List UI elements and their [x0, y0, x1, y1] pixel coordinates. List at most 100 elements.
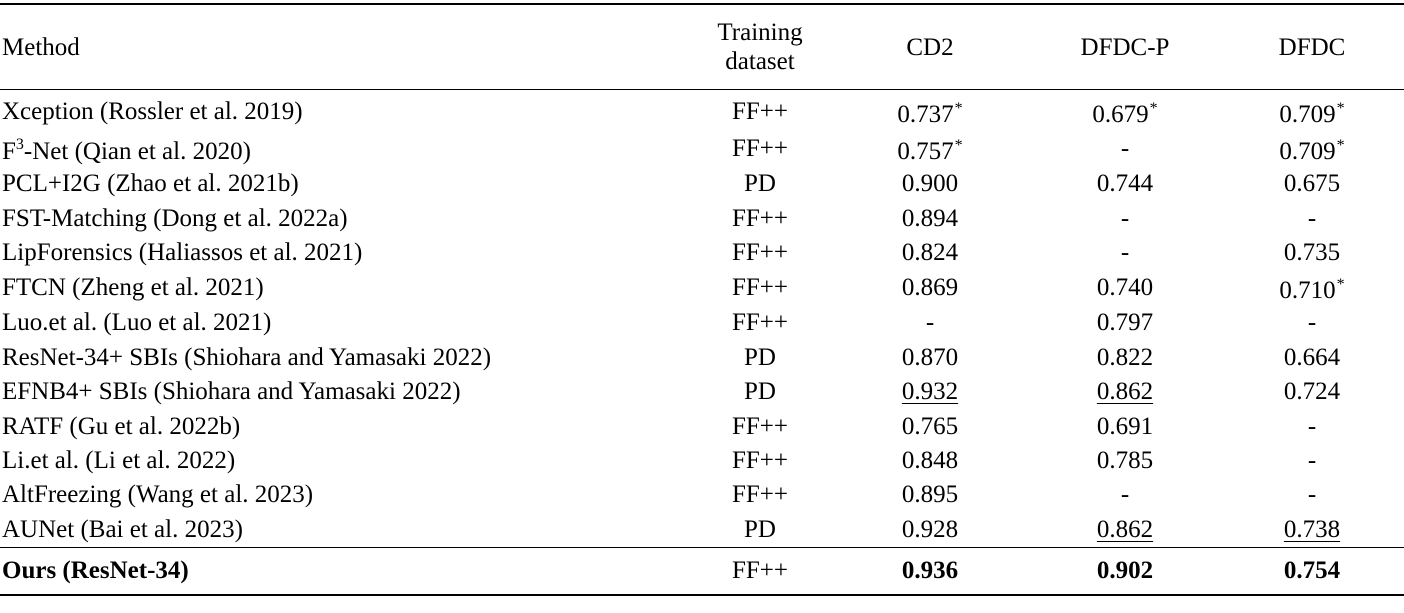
dfdc-cell: 0.724 [1283, 378, 1341, 406]
train-cell: FF++ [731, 238, 788, 266]
asterisk: * [1336, 276, 1345, 294]
dfdcp-cell: 0.862 [1030, 375, 1220, 409]
table-row: Li.et al. (Li et al. 2022) FF++ 0.848 0.… [0, 444, 1404, 478]
cd2-cell: 0.757* [897, 136, 963, 165]
dfdcp-cell: - [1120, 238, 1130, 266]
table-row: LipForensics (Haliassos et al. 2021) FF+… [0, 236, 1404, 270]
train-cell: FF++ [731, 274, 788, 302]
table-row: ResNet-34+ SBIs (Shiohara and Yamasaki 2… [0, 341, 1404, 375]
header-method: Method [0, 3, 690, 90]
dfdcp-cell: 0.679* [1092, 100, 1158, 128]
method-cell: FST-Matching (Dong et al. 2022a) [2, 204, 348, 232]
train-cell: FF++ [731, 481, 788, 509]
dfdc-cell: 0.738 [1220, 513, 1404, 548]
dfdcp-cell: 0.797 [1096, 309, 1154, 337]
asterisk: * [1149, 100, 1158, 117]
train-cell: FF++ [731, 446, 788, 474]
cd2-cell: 0.932 [830, 375, 1030, 409]
cd2-cell: 0.737* [897, 100, 963, 128]
train-cell: FF++ [731, 412, 788, 440]
dfdc-cell: - [1307, 412, 1317, 440]
second-best-value: 0.862 [1096, 515, 1154, 543]
cd2-cell: 0.895 [901, 481, 959, 509]
comparison-table: Method Training dataset CD2 DFDC-P DFDC … [0, 3, 1404, 596]
method-cell: EFNB4+ SBIs (Shiohara and Yamasaki 2022) [2, 378, 461, 406]
dfdcp-cell: 0.744 [1096, 170, 1154, 198]
dfdcp-cell: 0.785 [1096, 446, 1154, 474]
ours-dfdc-cell: 0.754 [1220, 546, 1404, 596]
second-best-value: 0.738 [1283, 515, 1341, 543]
asterisk: * [1336, 100, 1345, 117]
table-row: AltFreezing (Wang et al. 2023) FF++ 0.89… [0, 478, 1404, 512]
asterisk: * [954, 100, 963, 117]
ours-dfdcp-cell: 0.902 [1030, 546, 1220, 596]
header-cd2: CD2 [830, 3, 1030, 90]
method-cell: Li.et al. (Li et al. 2022) [2, 446, 236, 474]
cd2-cell: 0.900 [901, 170, 959, 198]
dfdc-cell: - [1307, 309, 1317, 337]
method-cell: LipForensics (Haliassos et al. 2021) [2, 238, 363, 266]
cd2-cell: 0.894 [901, 204, 959, 232]
dfdcp-cell: 0.822 [1096, 343, 1154, 371]
header-training-line1: Training [717, 19, 803, 46]
table-row: F3-Net (Qian et al. 2020) FF++ 0.757* - … [0, 130, 1404, 167]
train-cell: FF++ [731, 134, 788, 162]
cd2-cell: 0.765 [901, 412, 959, 440]
second-best-value: 0.862 [1096, 378, 1154, 406]
dfdc-cell: - [1307, 481, 1317, 509]
ours-cd2-cell: 0.936 [830, 546, 1030, 596]
dfdcp-cell: 0.862 [1030, 513, 1220, 548]
dfdc-cell: 0.710* [1279, 276, 1345, 305]
train-cell: PD [744, 170, 776, 198]
table-row: EFNB4+ SBIs (Shiohara and Yamasaki 2022)… [0, 375, 1404, 409]
method-cell: FTCN (Zheng et al. 2021) [2, 274, 264, 302]
table-row: RATF (Gu et al. 2022b) FF++ 0.765 0.691 … [0, 409, 1404, 443]
cd2-cell: - [925, 309, 935, 337]
method-cell: RATF (Gu et al. 2022b) [2, 412, 241, 440]
dfdc-cell: - [1307, 446, 1317, 474]
dfdc-cell: - [1307, 204, 1317, 232]
dfdcp-cell: - [1120, 204, 1130, 232]
train-cell: PD [744, 515, 776, 543]
dfdcp-cell: - [1120, 134, 1130, 162]
method-cell: Xception (Rossler et al. 2019) [2, 98, 303, 125]
table-row: AUNet (Bai et al. 2023) PD 0.928 0.862 0… [0, 513, 1404, 548]
superscript: 3 [15, 136, 24, 153]
header-row: Method Training dataset CD2 DFDC-P DFDC [0, 3, 1404, 90]
train-cell: FF++ [731, 309, 788, 337]
dfdcp-cell: 0.691 [1096, 412, 1154, 440]
train-cell: FF++ [731, 204, 788, 232]
header-training-dataset: Training dataset [690, 3, 830, 90]
cd2-cell: 0.824 [901, 238, 959, 266]
table-row: FTCN (Zheng et al. 2021) FF++ 0.869 0.74… [0, 270, 1404, 306]
dfdc-cell: 0.735 [1283, 238, 1341, 266]
method-cell: Luo.et al. (Luo et al. 2021) [2, 309, 272, 337]
cd2-cell: 0.869 [901, 274, 959, 302]
dfdc-cell: 0.709* [1279, 136, 1345, 165]
cd2-cell: 0.848 [901, 446, 959, 474]
dfdcp-cell: 0.740 [1096, 274, 1154, 302]
method-cell: ResNet-34+ SBIs (Shiohara and Yamasaki 2… [2, 343, 492, 371]
header-dfdc: DFDC [1220, 3, 1404, 90]
header-training-line2: dataset [725, 48, 795, 75]
ours-method-cell: Ours (ResNet-34) [0, 546, 690, 596]
asterisk: * [954, 136, 963, 154]
ours-row: Ours (ResNet-34) FF++ 0.936 0.902 0.754 [0, 546, 1404, 596]
cd2-cell: 0.870 [901, 343, 959, 371]
cd2-cell: 0.928 [901, 515, 959, 543]
ours-train-cell: FF++ [690, 546, 830, 596]
asterisk: * [1336, 136, 1345, 154]
table-row: Luo.et al. (Luo et al. 2021) FF++ - 0.79… [0, 306, 1404, 340]
method-cell: PCL+I2G (Zhao et al. 2021b) [2, 170, 299, 198]
dfdc-cell: 0.709* [1279, 100, 1345, 128]
method-cell: F3-Net (Qian et al. 2020) [2, 136, 251, 165]
train-cell: PD [744, 343, 776, 371]
table-row: PCL+I2G (Zhao et al. 2021b) PD 0.900 0.7… [0, 167, 1404, 201]
train-cell: PD [744, 378, 776, 406]
train-cell: FF++ [731, 98, 788, 125]
dfdc-cell: 0.675 [1283, 170, 1341, 198]
table-row: FST-Matching (Dong et al. 2022a) FF++ 0.… [0, 201, 1404, 235]
header-dfdcp: DFDC-P [1030, 3, 1220, 90]
method-cell: AUNet (Bai et al. 2023) [2, 515, 243, 543]
